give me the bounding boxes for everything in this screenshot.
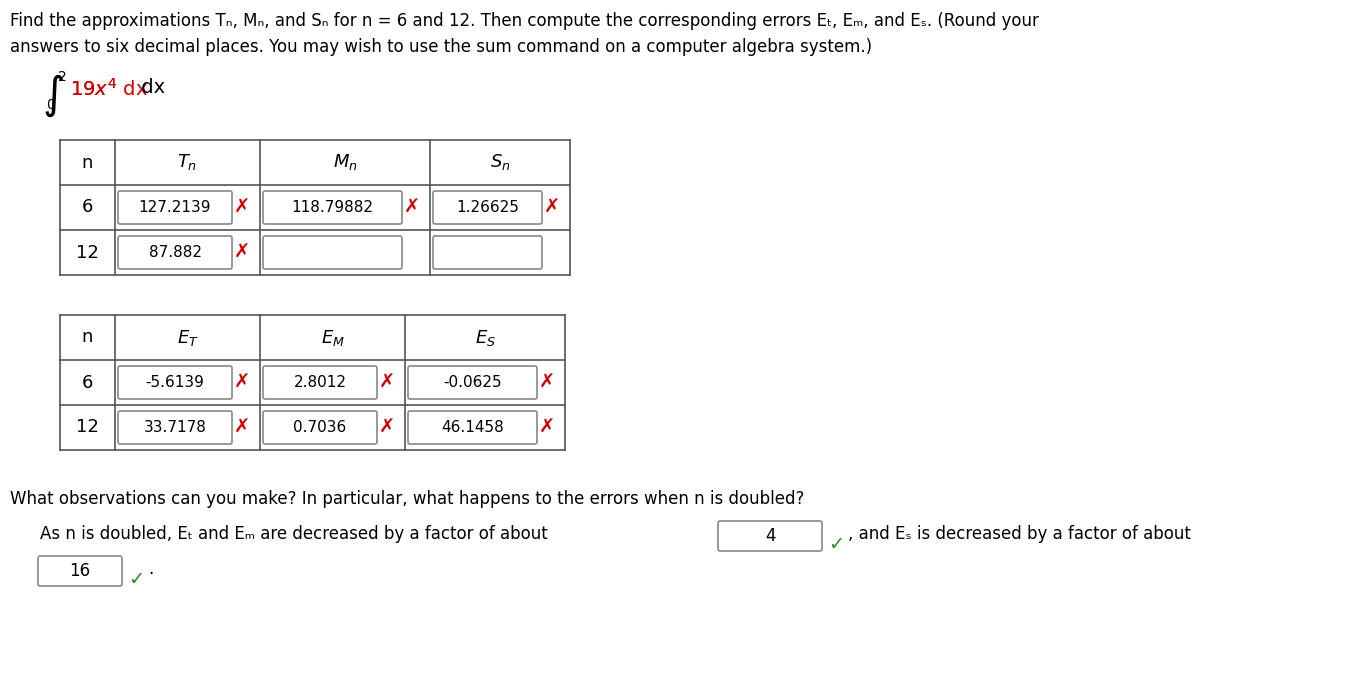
FancyBboxPatch shape (118, 366, 232, 399)
Text: 2: 2 (58, 70, 67, 84)
Text: 12: 12 (77, 243, 100, 262)
FancyBboxPatch shape (408, 411, 537, 444)
Text: ✗: ✗ (234, 373, 250, 392)
Text: ✓: ✓ (828, 535, 844, 554)
FancyBboxPatch shape (717, 521, 822, 551)
Text: , and Eₛ is decreased by a factor of about: , and Eₛ is decreased by a factor of abo… (848, 525, 1191, 543)
Text: $\mathit{19x^4}$: $\mathit{19x^4}$ (70, 78, 117, 100)
Text: $\int$: $\int$ (42, 73, 65, 120)
FancyBboxPatch shape (262, 411, 377, 444)
Text: $E_S$: $E_S$ (475, 327, 495, 347)
Text: $M_n$: $M_n$ (332, 153, 357, 172)
FancyBboxPatch shape (118, 411, 232, 444)
Text: ✗: ✗ (234, 198, 250, 217)
Text: 118.79882: 118.79882 (292, 200, 373, 215)
FancyBboxPatch shape (262, 366, 377, 399)
Text: ✓: ✓ (128, 570, 144, 589)
FancyBboxPatch shape (38, 556, 122, 586)
Text: $E_M$: $E_M$ (320, 327, 345, 347)
FancyBboxPatch shape (118, 191, 232, 224)
Text: $S_n$: $S_n$ (490, 153, 510, 172)
Text: answers to six decimal places. You may wish to use the sum command on a computer: answers to six decimal places. You may w… (9, 38, 872, 56)
Text: ✗: ✗ (544, 198, 560, 217)
Text: 12: 12 (77, 418, 100, 437)
Text: dx: dx (135, 78, 166, 97)
FancyBboxPatch shape (262, 191, 402, 224)
Text: 0: 0 (46, 98, 55, 112)
Text: 2.8012: 2.8012 (293, 375, 346, 390)
Text: -0.0625: -0.0625 (443, 375, 502, 390)
Text: 6: 6 (82, 374, 93, 391)
Text: $\mathit{19x^4}$ dx: $\mathit{19x^4}$ dx (70, 78, 148, 100)
Text: ✗: ✗ (538, 418, 555, 437)
Text: ✗: ✗ (234, 243, 250, 262)
Text: 4: 4 (765, 527, 775, 545)
Text: $E_T$: $E_T$ (176, 327, 198, 347)
Text: As n is doubled, Eₜ and Eₘ are decreased by a factor of about: As n is doubled, Eₜ and Eₘ are decreased… (40, 525, 548, 543)
Text: ✗: ✗ (378, 373, 396, 392)
Text: -5.6139: -5.6139 (145, 375, 205, 390)
Text: 33.7178: 33.7178 (144, 420, 206, 435)
Text: 127.2139: 127.2139 (139, 200, 211, 215)
Text: 46.1458: 46.1458 (441, 420, 503, 435)
FancyBboxPatch shape (433, 191, 542, 224)
Text: ✗: ✗ (538, 373, 555, 392)
FancyBboxPatch shape (262, 236, 402, 269)
Text: ✗: ✗ (404, 198, 420, 217)
Text: 0.7036: 0.7036 (293, 420, 347, 435)
Text: 87.882: 87.882 (148, 245, 202, 260)
Text: What observations can you make? In particular, what happens to the errors when n: What observations can you make? In parti… (9, 490, 805, 508)
FancyBboxPatch shape (433, 236, 542, 269)
Text: 6: 6 (82, 199, 93, 216)
FancyBboxPatch shape (118, 236, 232, 269)
Text: $T_n$: $T_n$ (178, 153, 198, 172)
Text: ✗: ✗ (234, 418, 250, 437)
Text: ✗: ✗ (378, 418, 396, 437)
Text: n: n (82, 329, 93, 347)
Text: 1.26625: 1.26625 (456, 200, 520, 215)
Text: Find the approximations Tₙ, Mₙ, and Sₙ for n = 6 and 12. Then compute the corres: Find the approximations Tₙ, Mₙ, and Sₙ f… (9, 12, 1039, 30)
FancyBboxPatch shape (408, 366, 537, 399)
Text: .: . (148, 560, 153, 578)
Text: n: n (82, 153, 93, 172)
Text: 16: 16 (70, 562, 90, 580)
